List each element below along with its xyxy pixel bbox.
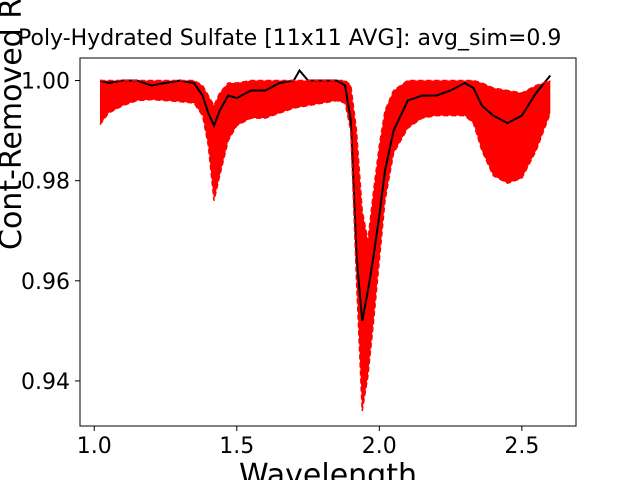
y-tick-label: 0.94 [21, 370, 70, 395]
x-tick-label: 2.0 [362, 434, 397, 459]
x-tick-label: 1.5 [219, 434, 254, 459]
x-tick-label: 2.5 [504, 434, 539, 459]
plot-frame [79, 57, 577, 427]
pixel-spectrum-line-1 [100, 79, 551, 241]
x-tick-label: 1.0 [77, 434, 112, 459]
y-tick-label: 1.00 [21, 70, 70, 95]
average-spectrum-line [99, 68, 552, 322]
y-axis-label: Cont-Removed Refl. [0, 0, 29, 250]
chart-title: Poly-Hydrated Sulfate [11x11 AVG]: avg_s… [18, 26, 562, 51]
pixel-spectra-band [100, 80, 551, 411]
x-axis-label: Wavelength [239, 458, 417, 480]
pixel-spectrum-line-2 [99, 98, 552, 412]
y-tick-label: 0.98 [21, 170, 70, 195]
y-tick-label: 0.96 [21, 270, 70, 295]
